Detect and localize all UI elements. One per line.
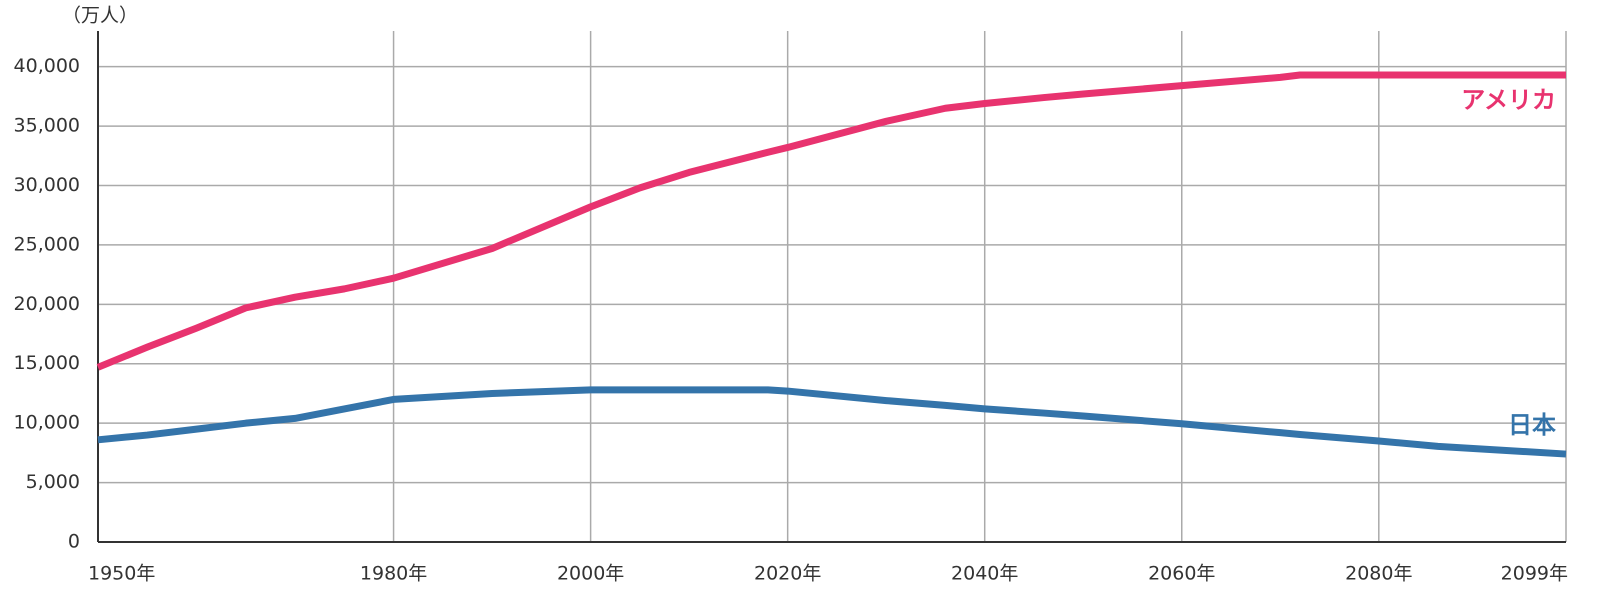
y-tick-label: 15,000 — [14, 352, 80, 374]
y-tick-label: 10,000 — [14, 412, 80, 434]
series-label: アメリカ — [1461, 86, 1556, 114]
y-tick-label: 5,000 — [26, 471, 80, 493]
x-tick-label: 2099年 — [1501, 563, 1568, 585]
x-tick-label: 2060年 — [1148, 563, 1215, 585]
x-tick-label: 2020年 — [754, 563, 821, 585]
x-tick-label: 1950年 — [88, 563, 155, 585]
y-tick-label: 35,000 — [14, 115, 80, 137]
x-tick-label: 2080年 — [1345, 563, 1412, 585]
series-label: 日本 — [1508, 411, 1556, 439]
y-axis-label: （万人） — [62, 5, 138, 27]
x-tick-label: 1980年 — [360, 563, 427, 585]
y-tick-label: 0 — [68, 531, 80, 553]
x-tick-label: 2040年 — [951, 563, 1018, 585]
y-tick-label: 25,000 — [14, 233, 80, 255]
series-line — [97, 386, 1567, 458]
y-tick-label: 30,000 — [14, 174, 80, 196]
series-line — [96, 71, 1566, 371]
y-tick-label: 40,000 — [14, 55, 80, 77]
y-tick-label: 20,000 — [14, 293, 80, 315]
x-tick-label: 2000年 — [557, 563, 624, 585]
